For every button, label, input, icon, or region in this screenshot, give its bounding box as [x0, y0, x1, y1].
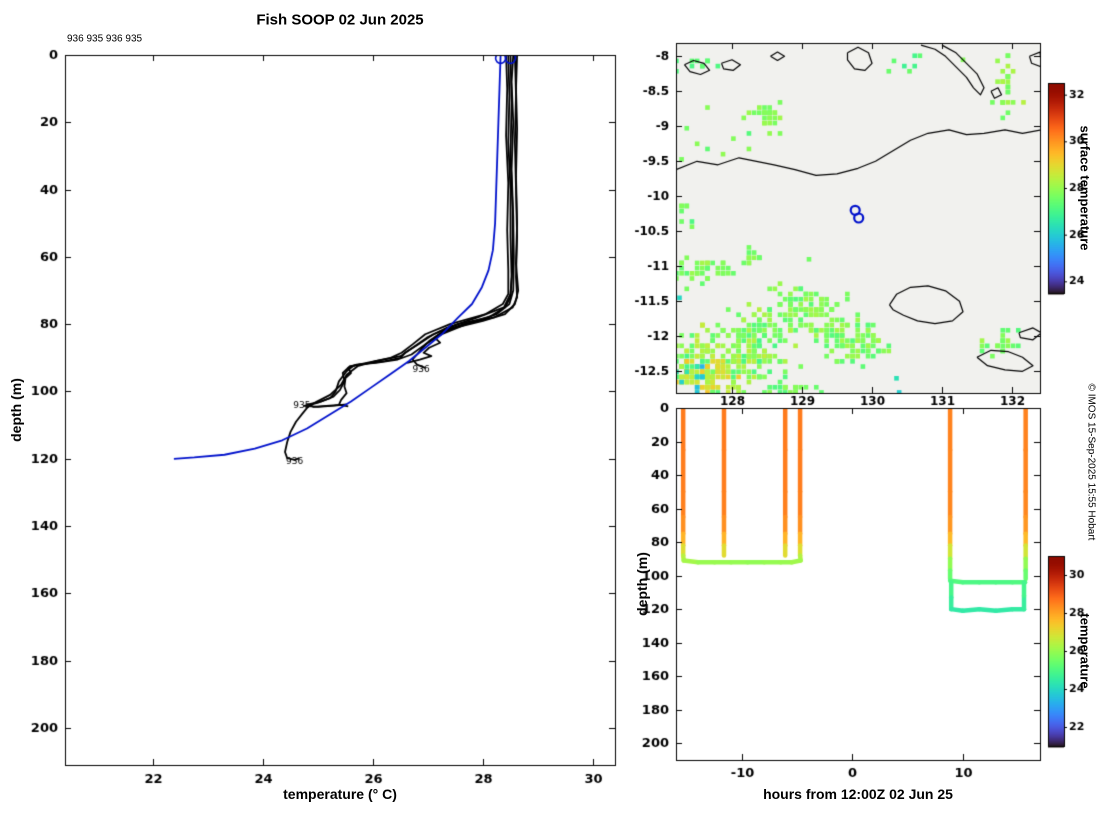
temp-colorbar-label: temperature: [1077, 613, 1093, 689]
profile-xlabel: temperature (° C): [283, 786, 397, 802]
tow-ylabel: depth (m): [634, 552, 650, 616]
profile-ids-annotation: 936 935 936 935: [67, 33, 143, 45]
profile-ylabel: depth (m): [8, 378, 24, 442]
figure-title: Fish SOOP 02 Jun 2025: [256, 11, 424, 29]
copyright-text: © IMOS 15-Sep-2025 15:55 Hobart: [1085, 383, 1097, 541]
tow-xlabel: hours from 12:00Z 02 Jun 25: [763, 786, 953, 802]
sst-colorbar-label: surface temperature: [1077, 125, 1093, 251]
